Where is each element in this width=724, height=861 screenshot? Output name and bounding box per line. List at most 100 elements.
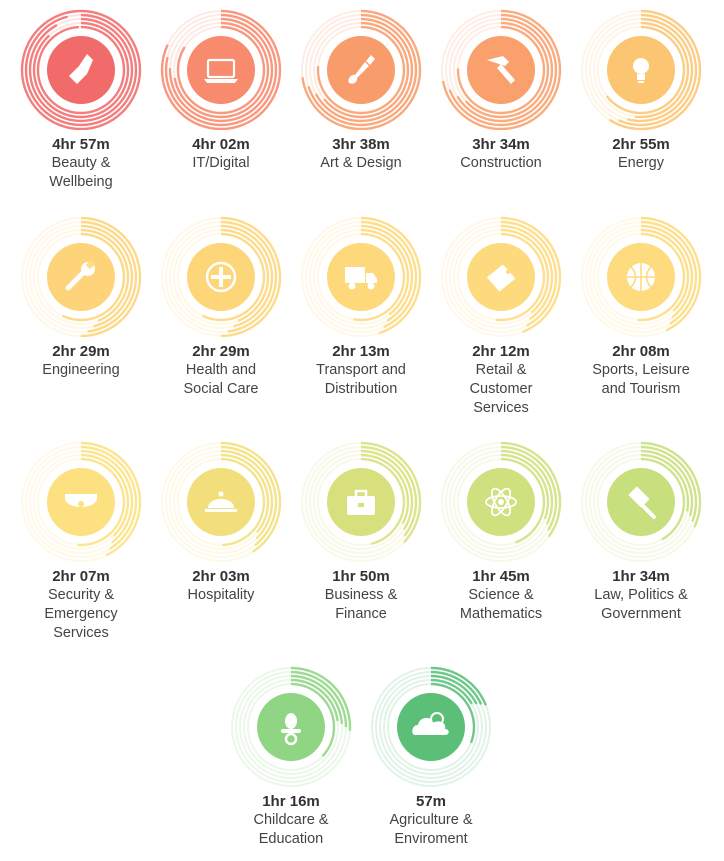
career-label-line: Law, Politics & [594, 587, 688, 603]
career-item: 2hr 13m Transport and Distribution [291, 207, 431, 399]
career-label: Health and Social Care [151, 361, 291, 399]
career-label-line: Science & [468, 587, 534, 603]
career-ring [160, 441, 282, 562]
security-camera-icon [65, 494, 97, 507]
career-label-line: Government [601, 606, 681, 622]
career-label: Engineering [11, 361, 151, 380]
career-item: 1hr 34m Law, Politics & Government [571, 432, 711, 624]
career-label-line: Childcare & [253, 812, 329, 828]
career-item: 1hr 50m Business & Finance [291, 432, 431, 624]
career-item: 3hr 38m Art & Design [291, 0, 431, 173]
wrench-icon [65, 260, 95, 291]
career-label-line: Enviroment [394, 831, 468, 847]
paintbrush-icon [348, 55, 375, 84]
time-value: 3hr 38m [332, 136, 390, 153]
time-value: 4hr 02m [192, 136, 250, 153]
career-ring [370, 666, 492, 787]
time-value: 2hr 29m [52, 343, 110, 360]
career-label-line: Finance [335, 606, 387, 622]
career-label: Transport and Distribution [291, 361, 431, 399]
career-item: 2hr 03m Hospitality [151, 432, 291, 605]
career-ring [440, 216, 562, 337]
time-value: 2hr 12m [472, 343, 530, 360]
career-label-line: IT/Digital [192, 155, 250, 171]
career-label-line: Art & Design [320, 155, 402, 171]
career-label-line: Transport and [316, 362, 406, 378]
atom-icon [485, 487, 517, 517]
career-ring [160, 9, 282, 130]
hammer-icon [487, 56, 515, 84]
service-bell-icon [205, 491, 237, 512]
career-label-line: Services [53, 625, 109, 641]
career-ring [300, 216, 422, 337]
price-tag-icon [486, 264, 516, 292]
career-label-line: and Tourism [601, 381, 681, 397]
career-label-line: Health and [185, 362, 257, 378]
career-label-line: Business & [324, 587, 398, 603]
laptop-icon [204, 58, 238, 83]
career-label-line: Sports, Leisure [592, 362, 690, 378]
career-label: Law, Politics & Government [571, 586, 711, 624]
career-label: IT/Digital [151, 154, 291, 173]
career-label: Business & Finance [291, 586, 431, 624]
career-label-line: Education [258, 831, 324, 847]
career-label-line: Hospitality [187, 587, 255, 603]
time-value: 1hr 34m [612, 568, 670, 585]
career-ring [20, 9, 142, 130]
career-item: 1hr 45m Science & Mathematics [431, 432, 571, 624]
medical-cross-icon [205, 261, 237, 293]
career-item: 57m Agriculture & Enviroment [361, 657, 501, 849]
career-label: Sports, Leisure and Tourism [571, 361, 711, 399]
career-item: 2hr 12m Retail & Customer Services [431, 207, 571, 418]
career-item: 4hr 57m Beauty & Wellbeing [11, 0, 151, 192]
time-value: 4hr 57m [52, 136, 110, 153]
career-ring [580, 9, 702, 130]
career-label-line: Agriculture & [389, 812, 473, 828]
career-item: 4hr 02m IT/Digital [151, 0, 291, 173]
career-item: 2hr 07m Security & Emergency Services [11, 432, 151, 643]
time-value: 2hr 08m [612, 343, 670, 360]
career-ring [580, 441, 702, 562]
time-value: 2hr 07m [52, 568, 110, 585]
time-value: 1hr 50m [332, 568, 390, 585]
career-label-line: Security & [47, 587, 115, 603]
lipstick-icon [69, 54, 93, 84]
career-label: Agriculture & Enviroment [361, 811, 501, 849]
career-ring [440, 9, 562, 130]
career-item: 2hr 29m Engineering [11, 207, 151, 380]
time-value: 2hr 13m [332, 343, 390, 360]
career-ring [300, 9, 422, 130]
basketball-icon [627, 263, 655, 291]
gavel-icon [628, 486, 656, 519]
career-label: Hospitality [151, 586, 291, 605]
career-item: 1hr 16m Childcare & Education [221, 657, 361, 849]
cloud-icon [412, 712, 449, 735]
career-label-line: Social Care [183, 381, 259, 397]
career-ring [20, 216, 142, 337]
briefcase-icon [347, 489, 375, 515]
career-ring [300, 441, 422, 562]
career-ring [20, 441, 142, 562]
career-item: 2hr 08m Sports, Leisure and Tourism [571, 207, 711, 399]
time-value: 1hr 16m [262, 793, 320, 810]
career-label-line: Beauty & [51, 155, 111, 171]
lightbulb-icon [633, 58, 649, 83]
career-item: 2hr 55m Energy [571, 0, 711, 173]
career-label-line: Engineering [42, 362, 120, 378]
time-value: 57m [415, 793, 447, 810]
career-label: Art & Design [291, 154, 431, 173]
career-label-line: Emergency [44, 606, 118, 622]
career-label: Science & Mathematics [431, 586, 571, 624]
career-label: Childcare & Education [221, 811, 361, 849]
career-label: Energy [571, 154, 711, 173]
career-label-line: Distribution [324, 381, 398, 397]
career-label-line: Services [473, 400, 529, 416]
career-label: Construction [431, 154, 571, 173]
career-ring [440, 441, 562, 562]
career-label-line: Retail & [475, 362, 527, 378]
career-label-line: Energy [618, 155, 664, 171]
career-label-line: Customer [469, 381, 533, 397]
career-ring [230, 666, 352, 787]
time-value: 3hr 34m [472, 136, 530, 153]
career-ring [160, 216, 282, 337]
